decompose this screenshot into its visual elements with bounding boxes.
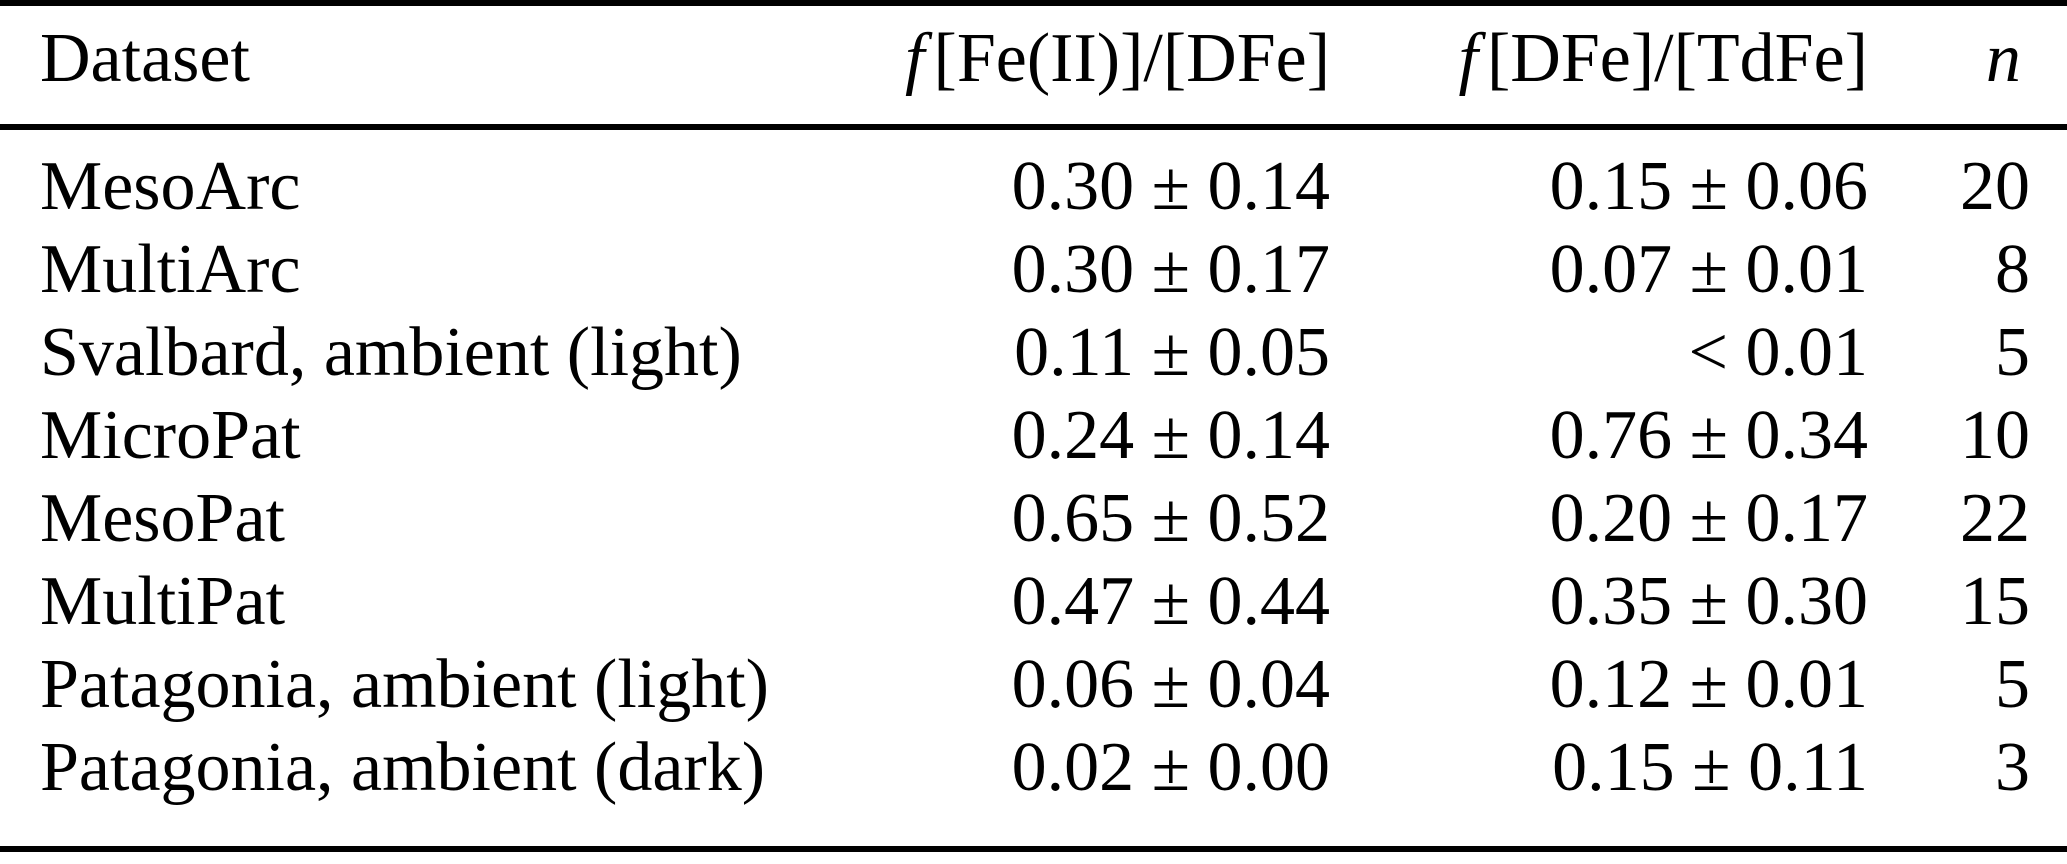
cell-fe2-dfe: 0.30 ± 0.17 bbox=[1011, 231, 1330, 308]
column-header-label: Dataset bbox=[40, 20, 250, 97]
math-italic-f: f bbox=[1458, 20, 1478, 97]
table-body: MesoArc 0.30 ± 0.14 0.15 ± 0.06 20 Multi… bbox=[0, 127, 2067, 849]
cell-n: 8 bbox=[1995, 231, 2030, 308]
column-header-dataset: Dataset bbox=[0, 3, 900, 130]
table-row: MesoPat 0.65 ± 0.52 0.20 ± 0.17 22 bbox=[0, 477, 2067, 560]
cell-n: 10 bbox=[1960, 397, 2030, 474]
column-header-label: [Fe(II)]/[DFe] bbox=[933, 20, 1330, 97]
column-header-n: n bbox=[1868, 3, 2067, 130]
cell-n: 15 bbox=[1960, 563, 2030, 640]
table-row: MultiPat 0.47 ± 0.44 0.35 ± 0.30 15 bbox=[0, 560, 2067, 643]
column-header-f-dfe-tdfe: f [DFe]/[TdFe] bbox=[1330, 3, 1868, 130]
cell-fe2-dfe: 0.24 ± 0.14 bbox=[1011, 397, 1330, 474]
cell-dataset: Patagonia, ambient (dark) bbox=[40, 729, 766, 806]
cell-dfe-tdfe: 0.20 ± 0.17 bbox=[1549, 480, 1868, 557]
table-row: MesoArc 0.30 ± 0.14 0.15 ± 0.06 20 bbox=[0, 127, 2067, 228]
cell-dfe-tdfe: 0.07 ± 0.01 bbox=[1549, 231, 1868, 308]
cell-n: 5 bbox=[1995, 646, 2030, 723]
cell-dataset: MesoArc bbox=[40, 148, 301, 225]
cell-n: 3 bbox=[1995, 729, 2030, 806]
table-header: Dataset f [Fe(II)]/[DFe] f [DFe]/[TdFe] n bbox=[0, 3, 2067, 130]
cell-fe2-dfe: 0.65 ± 0.52 bbox=[1011, 480, 1330, 557]
table-row: Svalbard, ambient (light) 0.11 ± 0.05 < … bbox=[0, 311, 2067, 394]
cell-n: 5 bbox=[1995, 314, 2030, 391]
cell-fe2-dfe: 0.06 ± 0.04 bbox=[1011, 646, 1330, 723]
cell-dfe-tdfe: 0.15 ± 0.11 bbox=[1552, 729, 1868, 806]
table-row: MultiArc 0.30 ± 0.17 0.07 ± 0.01 8 bbox=[0, 228, 2067, 311]
cell-dfe-tdfe: 0.35 ± 0.30 bbox=[1549, 563, 1868, 640]
cell-fe2-dfe: 0.02 ± 0.00 bbox=[1011, 729, 1330, 806]
cell-fe2-dfe: 0.30 ± 0.14 bbox=[1011, 148, 1330, 225]
cell-fe2-dfe: 0.47 ± 0.44 bbox=[1011, 563, 1330, 640]
cell-fe2-dfe: 0.11 ± 0.05 bbox=[1014, 314, 1330, 391]
math-italic-f: f bbox=[904, 20, 925, 97]
cell-dataset: MultiPat bbox=[40, 563, 286, 640]
cell-dataset: MicroPat bbox=[40, 397, 301, 474]
cell-n: 20 bbox=[1960, 148, 2030, 225]
cell-dataset: Patagonia, ambient (light) bbox=[40, 646, 769, 723]
cell-dfe-tdfe: 0.12 ± 0.01 bbox=[1549, 646, 1868, 723]
cell-dfe-tdfe: < 0.01 bbox=[1688, 314, 1868, 391]
cell-dfe-tdfe: 0.15 ± 0.06 bbox=[1549, 148, 1868, 225]
column-header-f-fe2-dfe: f [Fe(II)]/[DFe] bbox=[900, 3, 1330, 130]
cell-dataset: MesoPat bbox=[40, 480, 285, 557]
table-row: Patagonia, ambient (light) 0.06 ± 0.04 0… bbox=[0, 643, 2067, 726]
math-italic-n: n bbox=[1985, 20, 2021, 97]
header-row: Dataset f [Fe(II)]/[DFe] f [DFe]/[TdFe] n bbox=[0, 3, 2067, 130]
cell-dfe-tdfe: 0.76 ± 0.34 bbox=[1549, 397, 1868, 474]
cell-dataset: MultiArc bbox=[40, 231, 301, 308]
column-header-label: [DFe]/[TdFe] bbox=[1486, 20, 1868, 97]
cell-dataset: Svalbard, ambient (light) bbox=[40, 314, 742, 391]
table-row: Patagonia, ambient (dark) 0.02 ± 0.00 0.… bbox=[0, 726, 2067, 849]
table-row: MicroPat 0.24 ± 0.14 0.76 ± 0.34 10 bbox=[0, 394, 2067, 477]
cell-n: 22 bbox=[1960, 480, 2030, 557]
